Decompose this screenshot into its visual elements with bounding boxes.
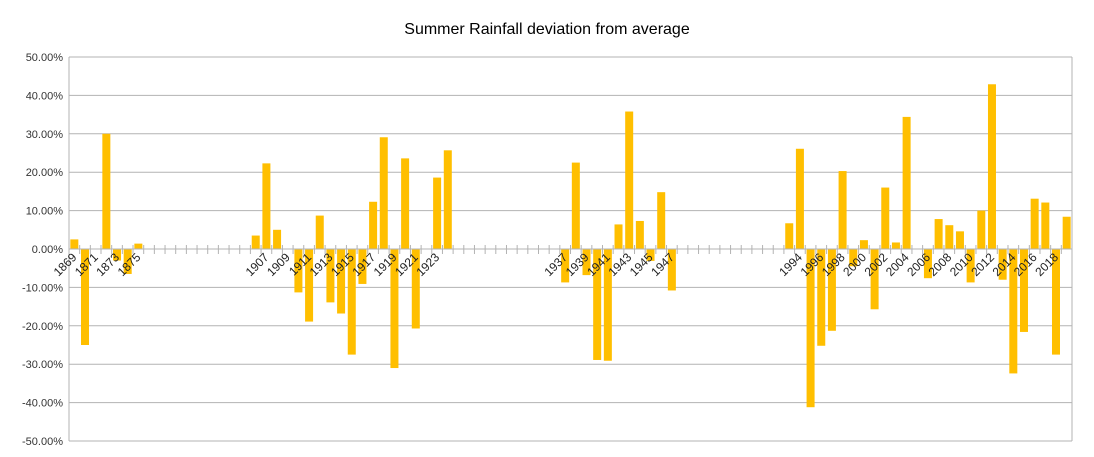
bar-2014 [1009, 249, 1018, 374]
bar-2016 [1030, 198, 1039, 249]
bar-1874 [123, 249, 132, 274]
bar-1994 [795, 148, 804, 249]
bar-1939 [582, 249, 591, 276]
y-tick-label: -50.00% [22, 436, 63, 448]
bar-2017 [1041, 202, 1050, 249]
bar-1919 [390, 249, 399, 369]
bar-1869 [70, 239, 79, 249]
bar-2015 [1019, 249, 1028, 332]
bar-1999 [849, 249, 858, 267]
bar-1911 [305, 249, 314, 322]
bar-1995 [806, 249, 815, 408]
bar-2007 [934, 219, 943, 249]
bar-1940 [593, 249, 602, 360]
y-axis-labels: 50.00% 40.00% 30.00% 20.00% 10.00% 0.00% -10.0… [22, 52, 63, 448]
bar-1923 [433, 177, 442, 249]
bars [70, 84, 1071, 408]
bar-1913 [326, 249, 335, 303]
bar-2000 [859, 240, 868, 249]
y-tick-label: 0.00% [32, 244, 63, 256]
bar-1946 [657, 192, 666, 249]
bar-2018 [1051, 249, 1060, 355]
bar-2008 [945, 225, 954, 249]
bar-1937 [561, 249, 570, 283]
chart-title: Summer Rainfall deviation from average [404, 21, 690, 38]
bar-1998 [838, 171, 847, 249]
bar-1944 [635, 220, 644, 249]
bar-1921 [411, 249, 420, 329]
bar-2013 [998, 249, 1007, 280]
bar-1907 [262, 163, 271, 249]
bar-1943 [625, 111, 634, 249]
bar-1920 [401, 158, 410, 249]
bar-1918 [379, 137, 388, 249]
bar-1947 [667, 249, 676, 291]
bar-2001 [870, 249, 879, 310]
y-tick-label: -40.00% [22, 398, 63, 410]
y-tick-label: 40.00% [26, 90, 64, 102]
y-tick-label: 10.00% [26, 206, 64, 218]
bar-1997 [827, 249, 836, 331]
bar-2012 [987, 84, 996, 249]
bar-1916 [358, 249, 367, 284]
bar-1938 [571, 162, 580, 249]
bar-2019 [1062, 216, 1071, 249]
bar-1942 [614, 224, 623, 249]
bar-2011 [977, 210, 986, 249]
bar-2004 [902, 116, 911, 250]
bar-1872 [102, 133, 111, 249]
bar-1993 [785, 223, 794, 249]
bar-1906 [251, 235, 260, 249]
y-tick-label: 50.00% [26, 52, 64, 64]
bar-1914 [337, 249, 346, 314]
y-tick-label: 20.00% [26, 167, 64, 179]
bar-1917 [369, 201, 378, 249]
bar-1870 [81, 249, 90, 345]
bar-2003 [891, 242, 900, 249]
y-tick-label: -10.00% [22, 282, 63, 294]
bar-1945 [646, 249, 655, 261]
bar-1908 [273, 229, 282, 249]
bar-1924 [443, 150, 452, 249]
bar-1875 [134, 243, 143, 249]
x-axis [68, 245, 1073, 254]
bar-1915 [347, 249, 356, 355]
bar-1910 [294, 249, 303, 293]
bar-1941 [603, 249, 612, 361]
y-tick-label: -30.00% [22, 359, 63, 371]
bar-2010 [966, 249, 975, 283]
y-tick-label: -20.00% [22, 321, 63, 333]
bar-1996 [817, 249, 826, 346]
bar-2002 [881, 187, 890, 249]
bar-1912 [315, 215, 324, 249]
bar-1873 [113, 249, 122, 261]
y-tick-label: 30.00% [26, 129, 64, 141]
bar-2006 [923, 249, 932, 279]
bar-2009 [955, 231, 964, 249]
